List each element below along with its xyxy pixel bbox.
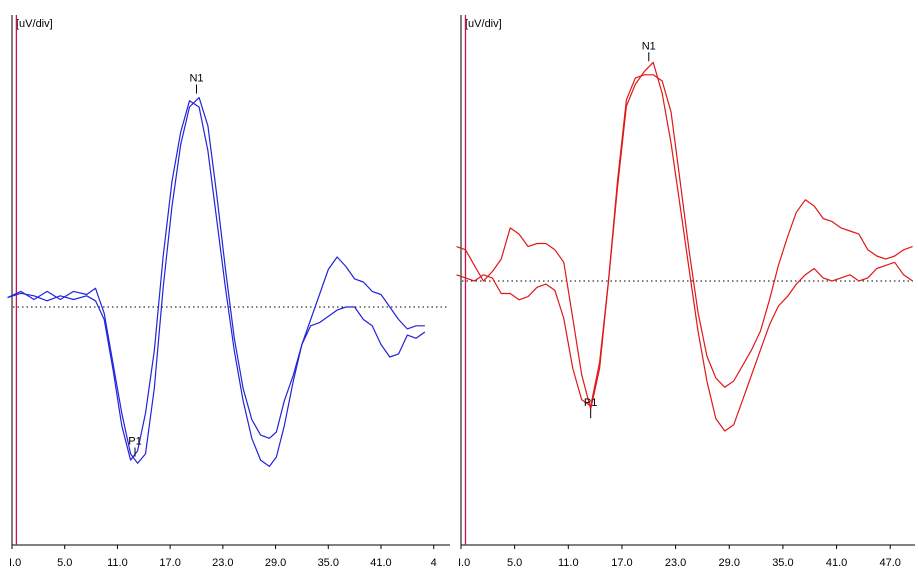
right-x-tick-label: 17.0: [611, 557, 632, 569]
right-peak-n1-label: N1: [642, 40, 656, 52]
left-x-tick-label: 41.0: [370, 557, 391, 569]
left-x-tick-label: 35.0: [318, 557, 339, 569]
right-trace-2: [456, 61, 913, 432]
left-unit-label: [uV/div]: [16, 18, 53, 30]
left-x-tick-label: 29.0: [265, 557, 286, 569]
right-x-tick-label: 11.0: [558, 557, 579, 569]
right-x-tick-label: 41.0: [826, 557, 847, 569]
right-peak-p1-label: P1: [584, 397, 597, 409]
right-x-tick-label: 29.0: [719, 557, 740, 569]
left-trace-2: [7, 100, 425, 467]
left-peak-p1-label: P1: [128, 436, 141, 448]
left-x-tick-label: I.0: [9, 557, 21, 569]
left-x-tick-label: 17.0: [159, 557, 180, 569]
right-unit-label: [uV/div]: [465, 18, 502, 30]
left-x-tick-label: 5.0: [57, 557, 72, 569]
right-x-tick-label: 47.0: [879, 557, 900, 569]
left-x-tick-label: 23.0: [212, 557, 233, 569]
right-trace-1: [456, 74, 913, 410]
right-x-tick-label: 35.0: [772, 557, 793, 569]
left-peak-n1-label: N1: [189, 73, 203, 85]
right-x-tick-label: 23.0: [665, 557, 686, 569]
left-trace-1: [7, 96, 426, 464]
left-x-tick-label: 11.0: [107, 557, 128, 569]
left-x-tick-label: 4: [431, 557, 437, 569]
right-x-tick-label: 5.0: [507, 557, 522, 569]
right-x-tick-label: I.0: [458, 557, 470, 569]
